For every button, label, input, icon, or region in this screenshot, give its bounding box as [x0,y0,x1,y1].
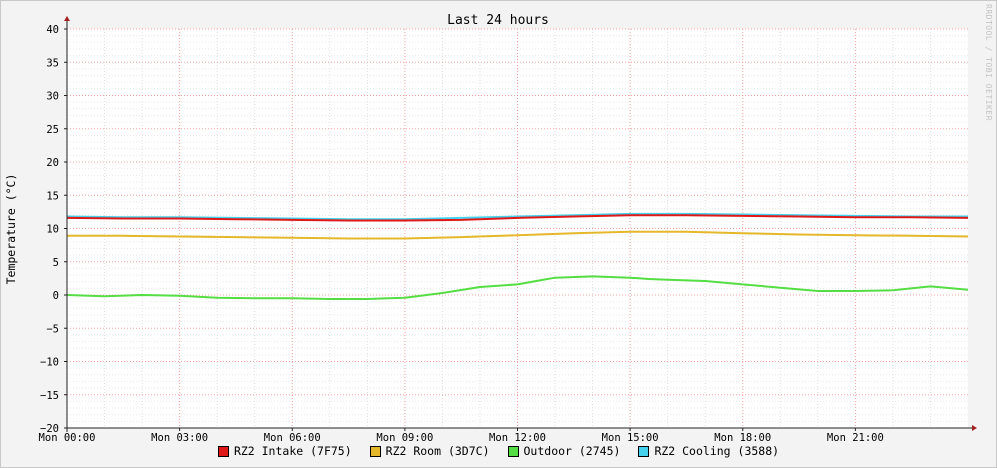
x-axis-arrow [972,425,977,431]
legend-label-room: RZ2 Room (3D7C) [385,444,490,458]
y-axis-arrow [64,16,70,21]
axes [64,16,977,432]
legend-item-room: RZ2 Room (3D7C) [369,444,490,458]
grid [66,28,968,429]
y-tick-label: 5 [53,257,59,269]
legend: RZ2 Intake (7F75) RZ2 Room (3D7C) Outdoo… [0,444,997,458]
y-tick-label: 30 [46,91,59,103]
x-tick-label: Mon 15:00 [602,432,659,444]
legend-item-intake: RZ2 Intake (7F75) [217,444,352,458]
watermark: RRDTOOL / TOBI OETIKER [984,4,993,121]
y-tick-label: 10 [46,224,59,236]
x-tick-label: Mon 00:00 [39,432,96,444]
y-tick-label: −5 [46,323,59,335]
legend-label-outdoor: Outdoor (2745) [523,444,621,458]
legend-swatch-intake [217,445,229,457]
series-line-3 [66,212,968,221]
series-lines [66,212,969,300]
x-tick-label: Mon 06:00 [264,432,321,444]
chart-title: Last 24 hours [447,13,549,28]
y-tick-label: 35 [46,57,59,69]
y-tick-label: −15 [40,390,59,402]
series-line-2 [66,275,969,300]
y-tick-label: 25 [46,124,59,136]
x-tick-label: Mon 12:00 [489,432,546,444]
x-tick-label: Mon 18:00 [714,432,771,444]
legend-label-intake: RZ2 Intake (7F75) [233,444,352,458]
series-line-1 [67,230,969,240]
x-tick-label: Mon 03:00 [151,432,208,444]
x-tick-label: Mon 09:00 [376,432,433,444]
y-tick-label: −20 [40,423,59,435]
y-axis-label: Temperature (°C) [4,174,18,285]
series-line-0 [66,214,969,222]
legend-label-cooling: RZ2 Cooling (3588) [654,444,780,458]
y-tick-label: 40 [46,24,59,36]
legend-swatch-room [369,445,381,457]
x-tick-label: Mon 21:00 [827,432,884,444]
legend-item-cooling: RZ2 Cooling (3588) [638,444,779,458]
legend-item-outdoor: Outdoor (2745) [507,444,621,458]
y-tick-label: −10 [40,357,59,369]
y-tick-label: 20 [46,157,59,169]
y-tick-label: 0 [53,290,59,302]
y-tick-label: 15 [46,190,59,202]
legend-swatch-cooling [638,445,650,457]
legend-swatch-outdoor [507,445,519,457]
